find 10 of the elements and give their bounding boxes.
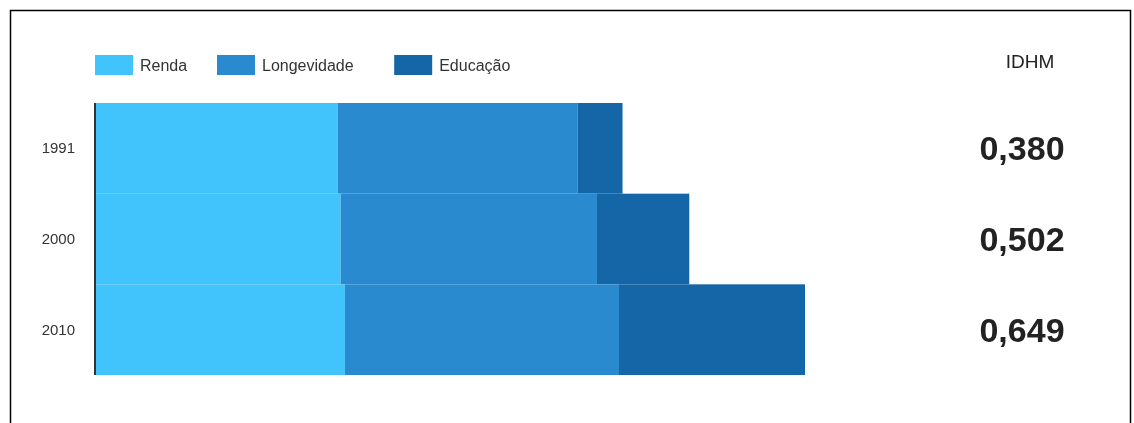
legend-label: Educação bbox=[439, 57, 511, 74]
legend-label: Renda bbox=[140, 57, 188, 74]
text: 0,502 bbox=[979, 220, 1065, 258]
text: IDHM bbox=[1005, 51, 1055, 72]
text: 0,649 bbox=[979, 310, 1065, 349]
text: 0,380 bbox=[979, 129, 1065, 168]
y-tick-label: 2010 bbox=[41, 320, 75, 338]
legend-label: Longevidade bbox=[262, 57, 354, 74]
y-tick-label: 1991 bbox=[41, 139, 75, 157]
y-tick-label: 2000 bbox=[41, 230, 75, 247]
